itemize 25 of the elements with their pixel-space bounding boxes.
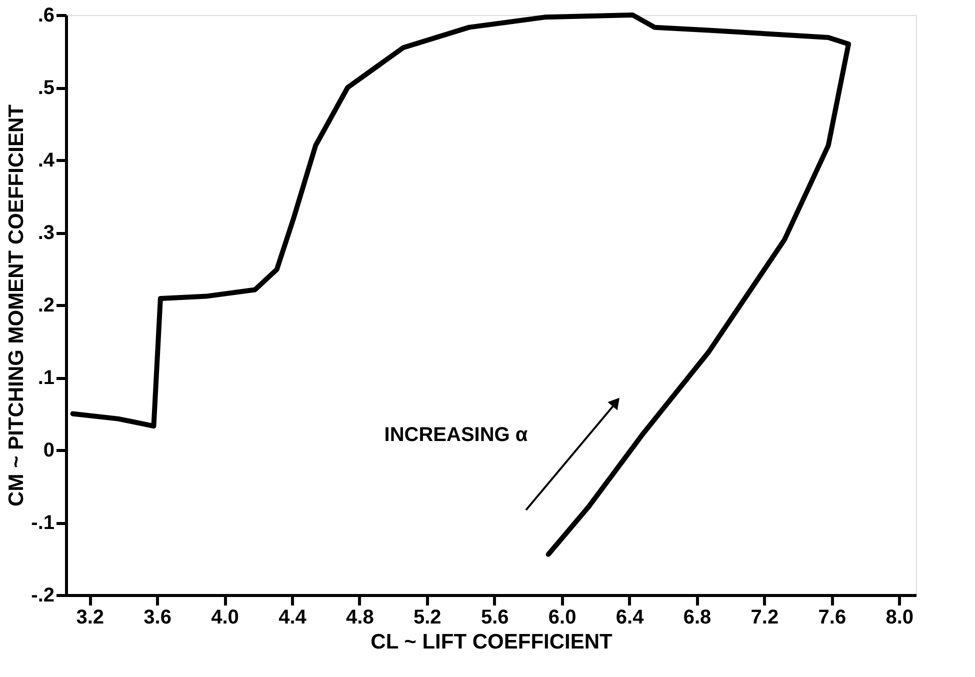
x-tick-label: 4.8 [346,606,374,628]
x-tick-label: 5.2 [414,606,442,628]
y-tick-label: -.1 [31,512,54,534]
x-tick-label: 4.4 [278,606,308,628]
x-tick-label: 7.2 [750,606,779,628]
x-tick-label: 3.2 [76,606,104,628]
y-axis-title: CM ~ PITCHING MOMENT COEFFICIENT [5,104,28,506]
y-tick-label: 0 [43,440,54,462]
y-tick-label: .5 [38,77,54,99]
y-tick-label: .3 [38,222,54,244]
x-tick-label: 4.0 [211,606,239,628]
y-tick-label: -.2 [31,584,54,606]
y-tick-label: .6 [38,4,54,26]
x-tick-label: 6.4 [616,606,645,628]
y-tick-label: .2 [38,294,54,316]
x-tick-label: 6.0 [548,606,576,628]
y-tick-label: .1 [38,367,54,389]
x-axis-title: CL ~ LIFT COEFFICIENT [370,630,613,654]
x-tick-label: 5.6 [480,606,509,628]
x-tick-label: 6.8 [683,606,712,628]
y-tick-label: .4 [38,150,56,172]
x-tick-label: 3.6 [144,606,172,628]
annotation: INCREASING α [384,424,528,446]
x-tick-label: 7.6 [818,606,846,628]
x-tick-label: 8.0 [886,606,914,628]
